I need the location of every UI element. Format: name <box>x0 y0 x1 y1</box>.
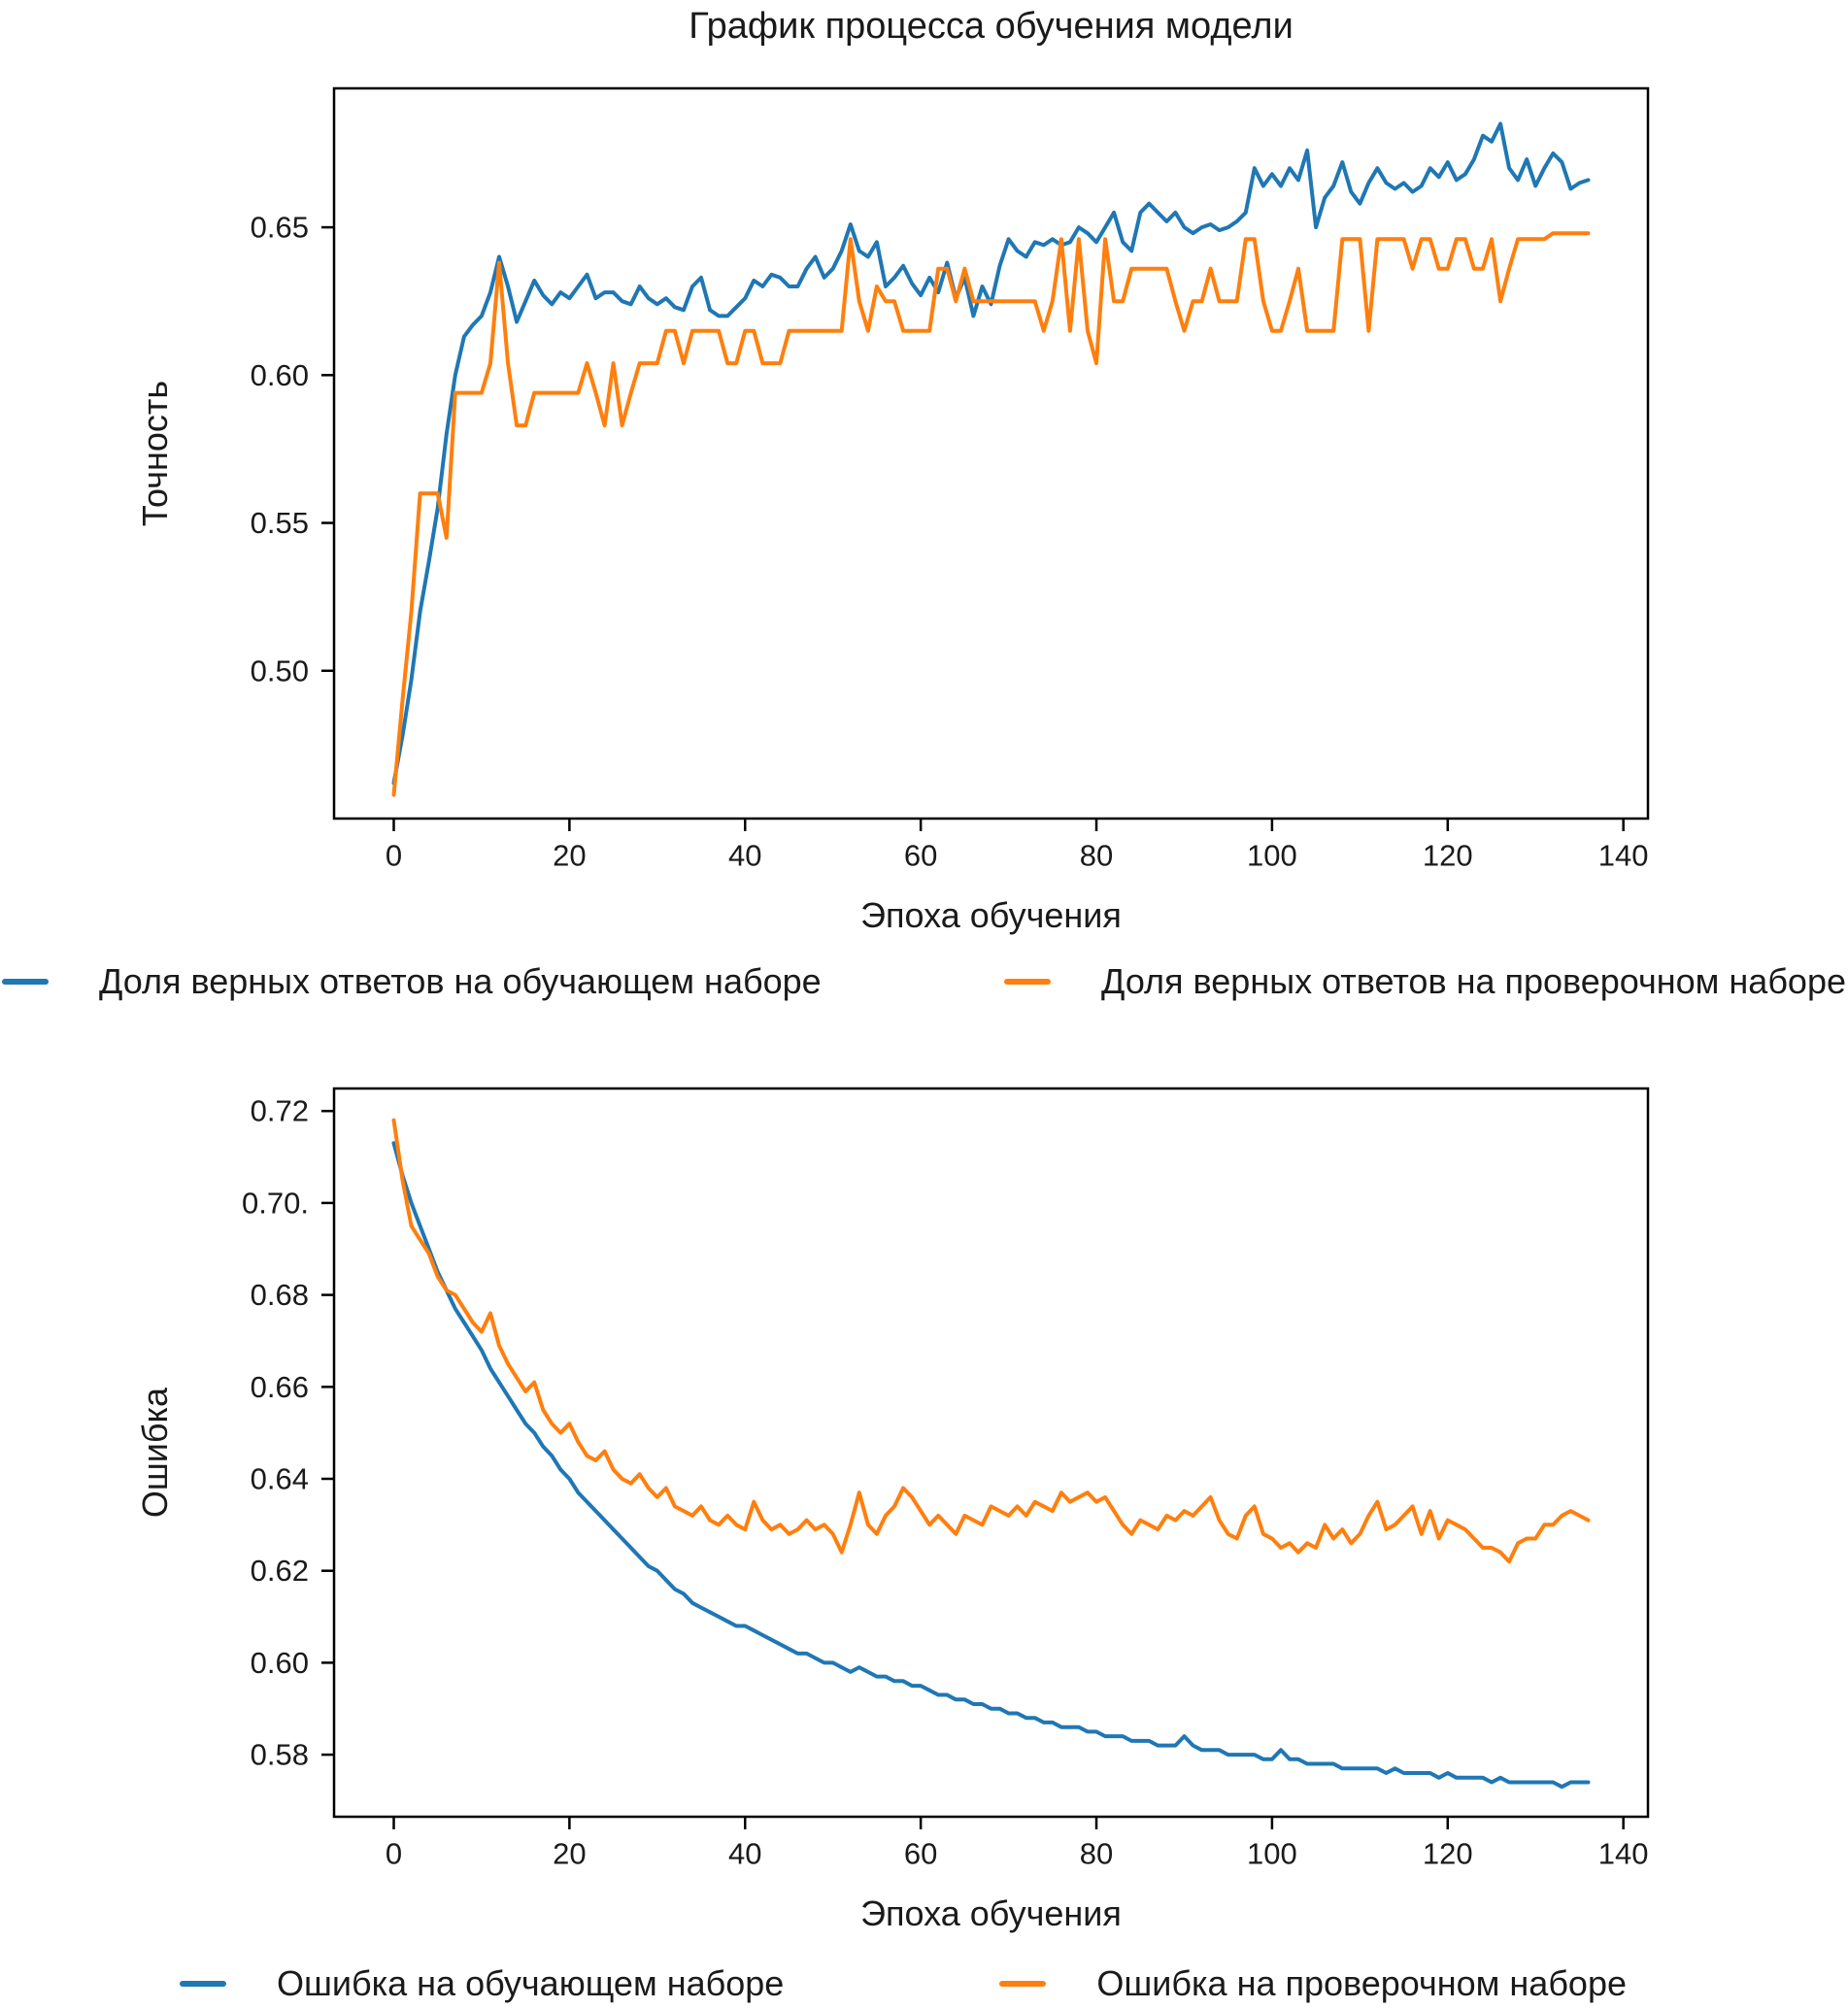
y-axis-label-accuracy: Точность <box>135 380 175 527</box>
train-loss-swatch-icon <box>180 1981 226 1987</box>
loss-y-tick-label: 0.64 <box>251 1461 309 1495</box>
accuracy-y-tick-label: 0.65 <box>251 211 309 245</box>
accuracy-x-tick-label: 80 <box>1080 838 1113 872</box>
loss-y-tick-label: 0.62 <box>251 1554 309 1588</box>
legend-entry-train-loss: Ошибка на обучающем наборе <box>180 1963 784 2004</box>
accuracy-x-tick-label: 60 <box>904 838 937 872</box>
accuracy-x-tick-label: 40 <box>728 838 761 872</box>
accuracy-x-tick-label: 0 <box>386 838 402 872</box>
loss-y-tick-label: 0.58 <box>251 1738 309 1772</box>
val-loss-swatch-icon <box>999 1981 1047 1987</box>
legend-label-val-accuracy: Доля верных ответов на проверочном набор… <box>1101 961 1846 1001</box>
loss-x-tick-label: 0 <box>386 1836 402 1870</box>
legend-entry-train-accuracy: Доля верных ответов на обучающем наборе <box>2 961 822 1002</box>
loss-x-tick-label: 120 <box>1423 1836 1473 1870</box>
x-axis-label-accuracy: Эпоха обучения <box>860 895 1122 935</box>
legend-label-train-loss: Ошибка на обучающем наборе <box>277 1963 785 2003</box>
legend-label-val-loss: Ошибка на проверочном наборе <box>1096 1963 1627 2003</box>
legend-label-train-accuracy: Доля верных ответов на обучающем наборе <box>99 961 822 1001</box>
loss-y-tick-label: 0.66 <box>251 1370 309 1404</box>
loss-y-tick-label: 0.60 <box>251 1646 309 1680</box>
loss-x-tick-label: 40 <box>728 1836 761 1870</box>
y-axis-label-loss: Ошибка <box>135 1387 175 1519</box>
chart-title: График процесса обучения модели <box>689 6 1294 47</box>
loss-x-tick-label: 80 <box>1080 1836 1113 1870</box>
accuracy-y-tick-label: 0.55 <box>251 506 309 540</box>
val-accuracy-line <box>391 231 1591 797</box>
legend-entry-val-accuracy: Доля верных ответов на проверочном набор… <box>1004 961 1846 1002</box>
x-axis-label-loss: Эпоха обучения <box>860 1893 1122 1933</box>
accuracy-x-tick-label: 120 <box>1423 838 1473 872</box>
loss-y-tick-label: 0.72 <box>251 1094 309 1128</box>
loss-plot-border <box>332 1087 1650 1819</box>
legend-entry-val-loss: Ошибка на проверочном наборе <box>999 1963 1627 2004</box>
loss-legend: Ошибка на обучающем наборе Ошибка на про… <box>180 1963 1627 2004</box>
train-accuracy-line <box>391 121 1591 786</box>
val-loss-line <box>391 1118 1591 1564</box>
accuracy-y-tick-label: 0.50 <box>251 653 309 687</box>
loss-x-tick-label: 140 <box>1598 1836 1649 1870</box>
loss-x-tick-label: 60 <box>904 1836 937 1870</box>
loss-y-tick-label: 0.70. <box>242 1186 309 1220</box>
loss-x-tick-label: 20 <box>553 1836 586 1870</box>
accuracy-x-tick-label: 100 <box>1247 838 1297 872</box>
accuracy-y-tick-label: 0.60 <box>251 358 309 392</box>
train-accuracy-swatch-icon <box>2 979 49 985</box>
accuracy-x-tick-label: 20 <box>553 838 586 872</box>
accuracy-x-tick-label: 140 <box>1598 838 1649 872</box>
accuracy-legend: Доля верных ответов на обучающем наборе … <box>2 961 1846 1002</box>
accuracy-plot-border <box>332 86 1650 820</box>
train-loss-line <box>391 1141 1591 1790</box>
loss-y-tick-label: 0.68 <box>251 1278 309 1312</box>
loss-x-tick-label: 100 <box>1247 1836 1297 1870</box>
val-accuracy-swatch-icon <box>1004 979 1052 985</box>
